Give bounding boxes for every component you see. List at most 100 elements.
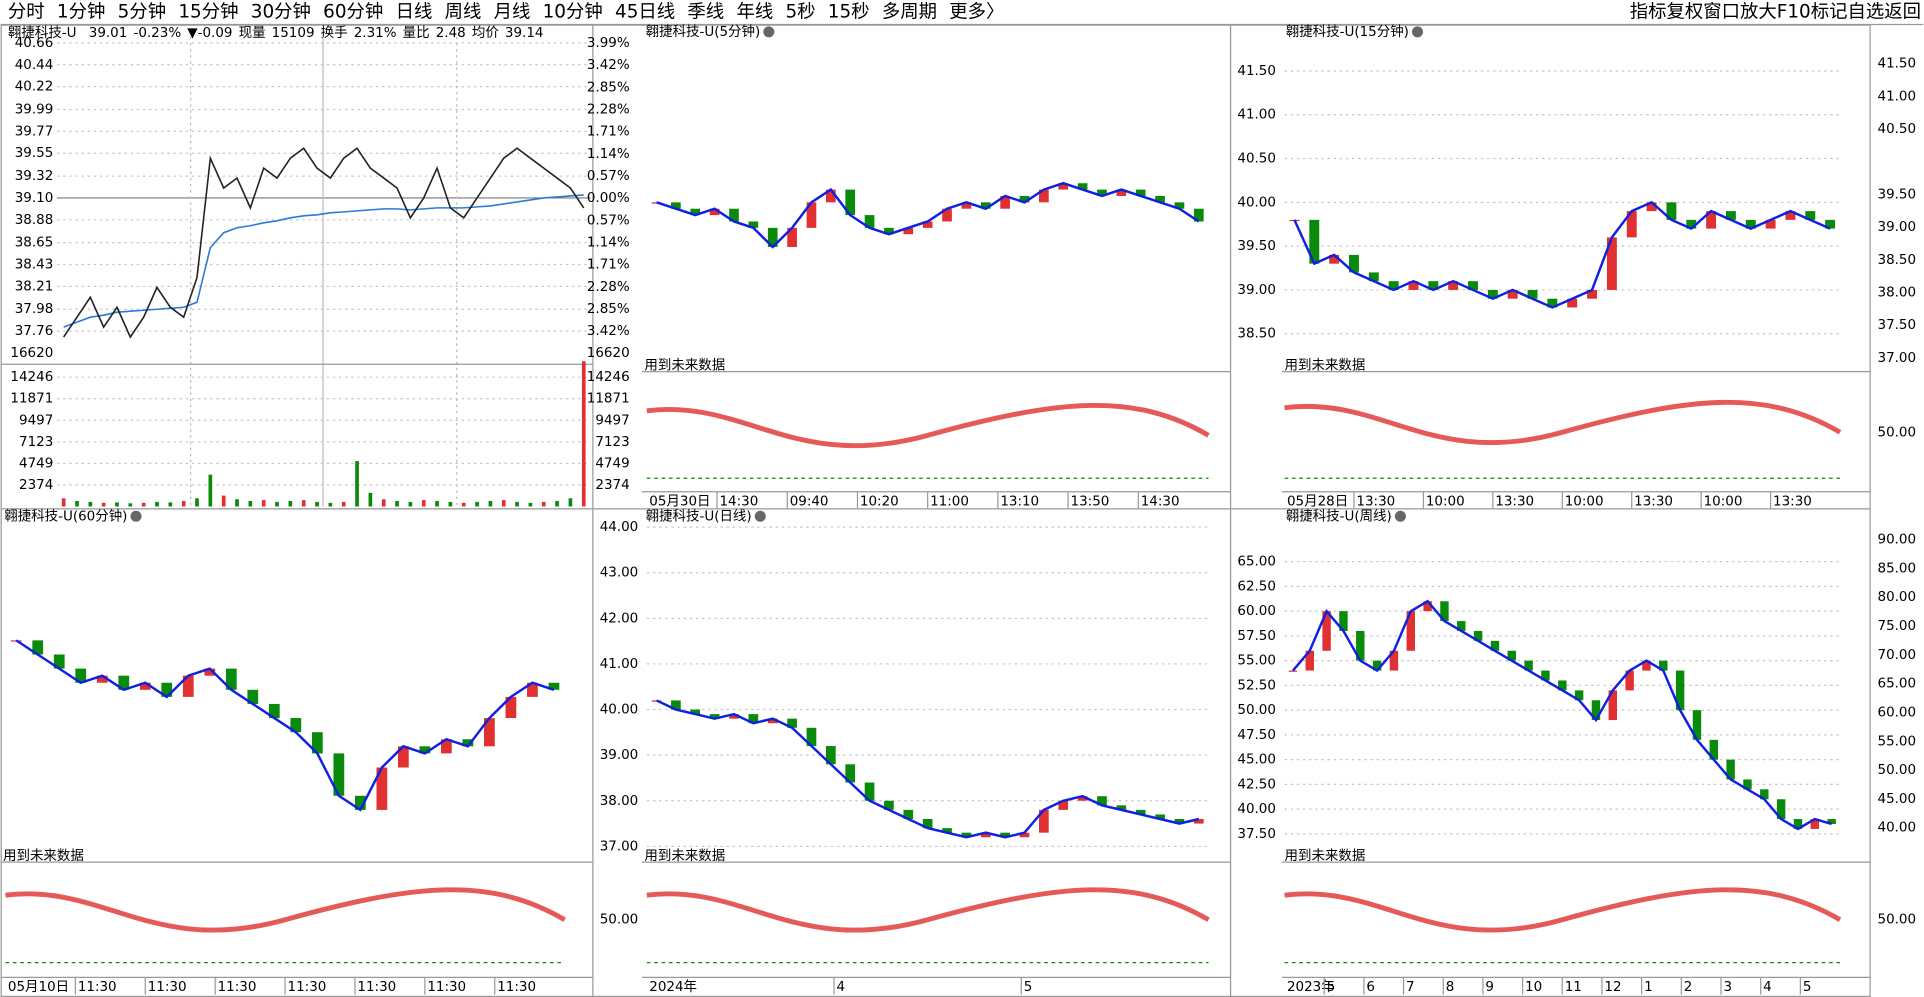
candle [671,700,681,710]
candle [311,732,323,754]
candle [1193,819,1204,824]
price-label: 60.00 [1237,603,1276,619]
candle [748,714,759,724]
x-label: 6 [1366,979,1375,995]
candle [922,221,933,228]
candle [1793,819,1803,829]
price-label: 40.50 [1237,151,1276,167]
quote-field: ▼-0.09 [187,25,232,41]
candle [1625,670,1634,691]
candle [1116,805,1127,810]
close-line [1292,599,1832,831]
volume-bar [355,461,359,507]
period-tab[interactable]: 季线 [687,1,724,22]
period-tab[interactable]: 60分钟 [323,1,383,22]
panel-menu[interactable] [130,510,142,522]
period-tab[interactable]: 分时 [8,1,45,22]
price-label: 41.50 [1237,63,1276,79]
candle [1524,660,1533,671]
price-label: 37.76 [15,323,54,339]
candle [903,809,914,820]
price-label: 40.00 [1237,801,1276,817]
candle [864,215,875,228]
candle [1000,832,1010,838]
candle [1305,650,1314,671]
x-label: 10 [1525,979,1542,995]
panel-menu[interactable] [1394,510,1406,522]
future-data-note: 用到未来数据 [1285,848,1366,864]
period-tab[interactable]: 1分钟 [57,1,105,22]
period-tab[interactable]: 30分钟 [251,1,311,22]
candle [1692,710,1702,740]
tool-button[interactable]: 自选 [1847,1,1884,22]
candle [139,682,151,690]
candle [1490,640,1500,651]
percent-label: 2.28% [587,101,630,117]
period-tab[interactable]: 10分钟 [543,1,603,22]
period-tab[interactable]: 15秒 [828,1,870,22]
candle [1666,202,1677,220]
volume-bar [555,501,559,507]
tool-button[interactable]: 返回 [1884,1,1921,22]
quote-field: 换手 [321,25,348,41]
candle [1810,819,1820,829]
price-label: 39.77 [15,123,54,139]
tool-button[interactable]: F10 [1777,1,1811,22]
candle [441,739,452,754]
candle [864,782,875,801]
tool-button[interactable]: 窗口 [1703,1,1740,22]
candle [53,654,65,669]
quote-field: 量比 [403,25,430,41]
period-tab[interactable]: 更多〉 [949,1,1004,22]
panel-menu[interactable] [763,26,775,38]
candle [1039,809,1049,833]
candle [1468,281,1478,290]
period-tab[interactable]: 5秒 [785,1,815,22]
period-tab[interactable]: 日线 [396,1,433,22]
candle [1039,189,1049,203]
tool-button[interactable]: 指标 [1630,1,1667,22]
tool-button[interactable]: 标记 [1811,1,1848,22]
candle [1642,660,1651,671]
indicator-label: 50.00 [600,912,639,928]
period-tab[interactable]: 多周期 [882,1,937,22]
candle [1135,809,1146,815]
panel-menu[interactable] [754,510,766,522]
period-tab[interactable]: 年线 [736,1,773,22]
candle [1785,211,1796,220]
price-label-right: 50.00 [1878,762,1917,778]
candle [884,800,894,810]
volume-bar [475,501,479,507]
candle [767,227,778,247]
candle [1309,219,1320,264]
period-tab[interactable]: 周线 [445,1,482,22]
x-label: 13:30 [1634,494,1673,510]
candle [247,689,259,704]
period-tab[interactable]: 月线 [494,1,531,22]
panel-menu[interactable] [1412,26,1424,38]
panel-title: 翱捷科技-U(日线) [646,508,752,524]
candle [1288,670,1298,672]
candle [1776,799,1786,820]
period-tab[interactable]: 45日线 [615,1,675,22]
x-label: 8 [1446,979,1455,995]
volume-bar [195,498,199,507]
tool-button[interactable]: 复权 [1667,1,1704,22]
candle [268,703,280,719]
candle [1193,208,1204,222]
volume-bar [501,500,506,507]
volume-label: 16620 [10,345,53,361]
tool-button[interactable]: 放大 [1740,1,1777,22]
volume-label: 7123 [595,434,629,450]
price-label: 39.00 [600,747,639,763]
volume-label: 4749 [595,455,629,471]
candle [354,795,366,810]
volume-bar [408,501,413,507]
period-tab[interactable]: 15分钟 [178,1,238,22]
quote-field: 2.48 [436,25,466,41]
candle [729,714,739,719]
candle [1507,289,1518,299]
period-tab[interactable]: 5分钟 [118,1,166,22]
candle [1487,289,1498,299]
volume-bar [75,501,79,507]
